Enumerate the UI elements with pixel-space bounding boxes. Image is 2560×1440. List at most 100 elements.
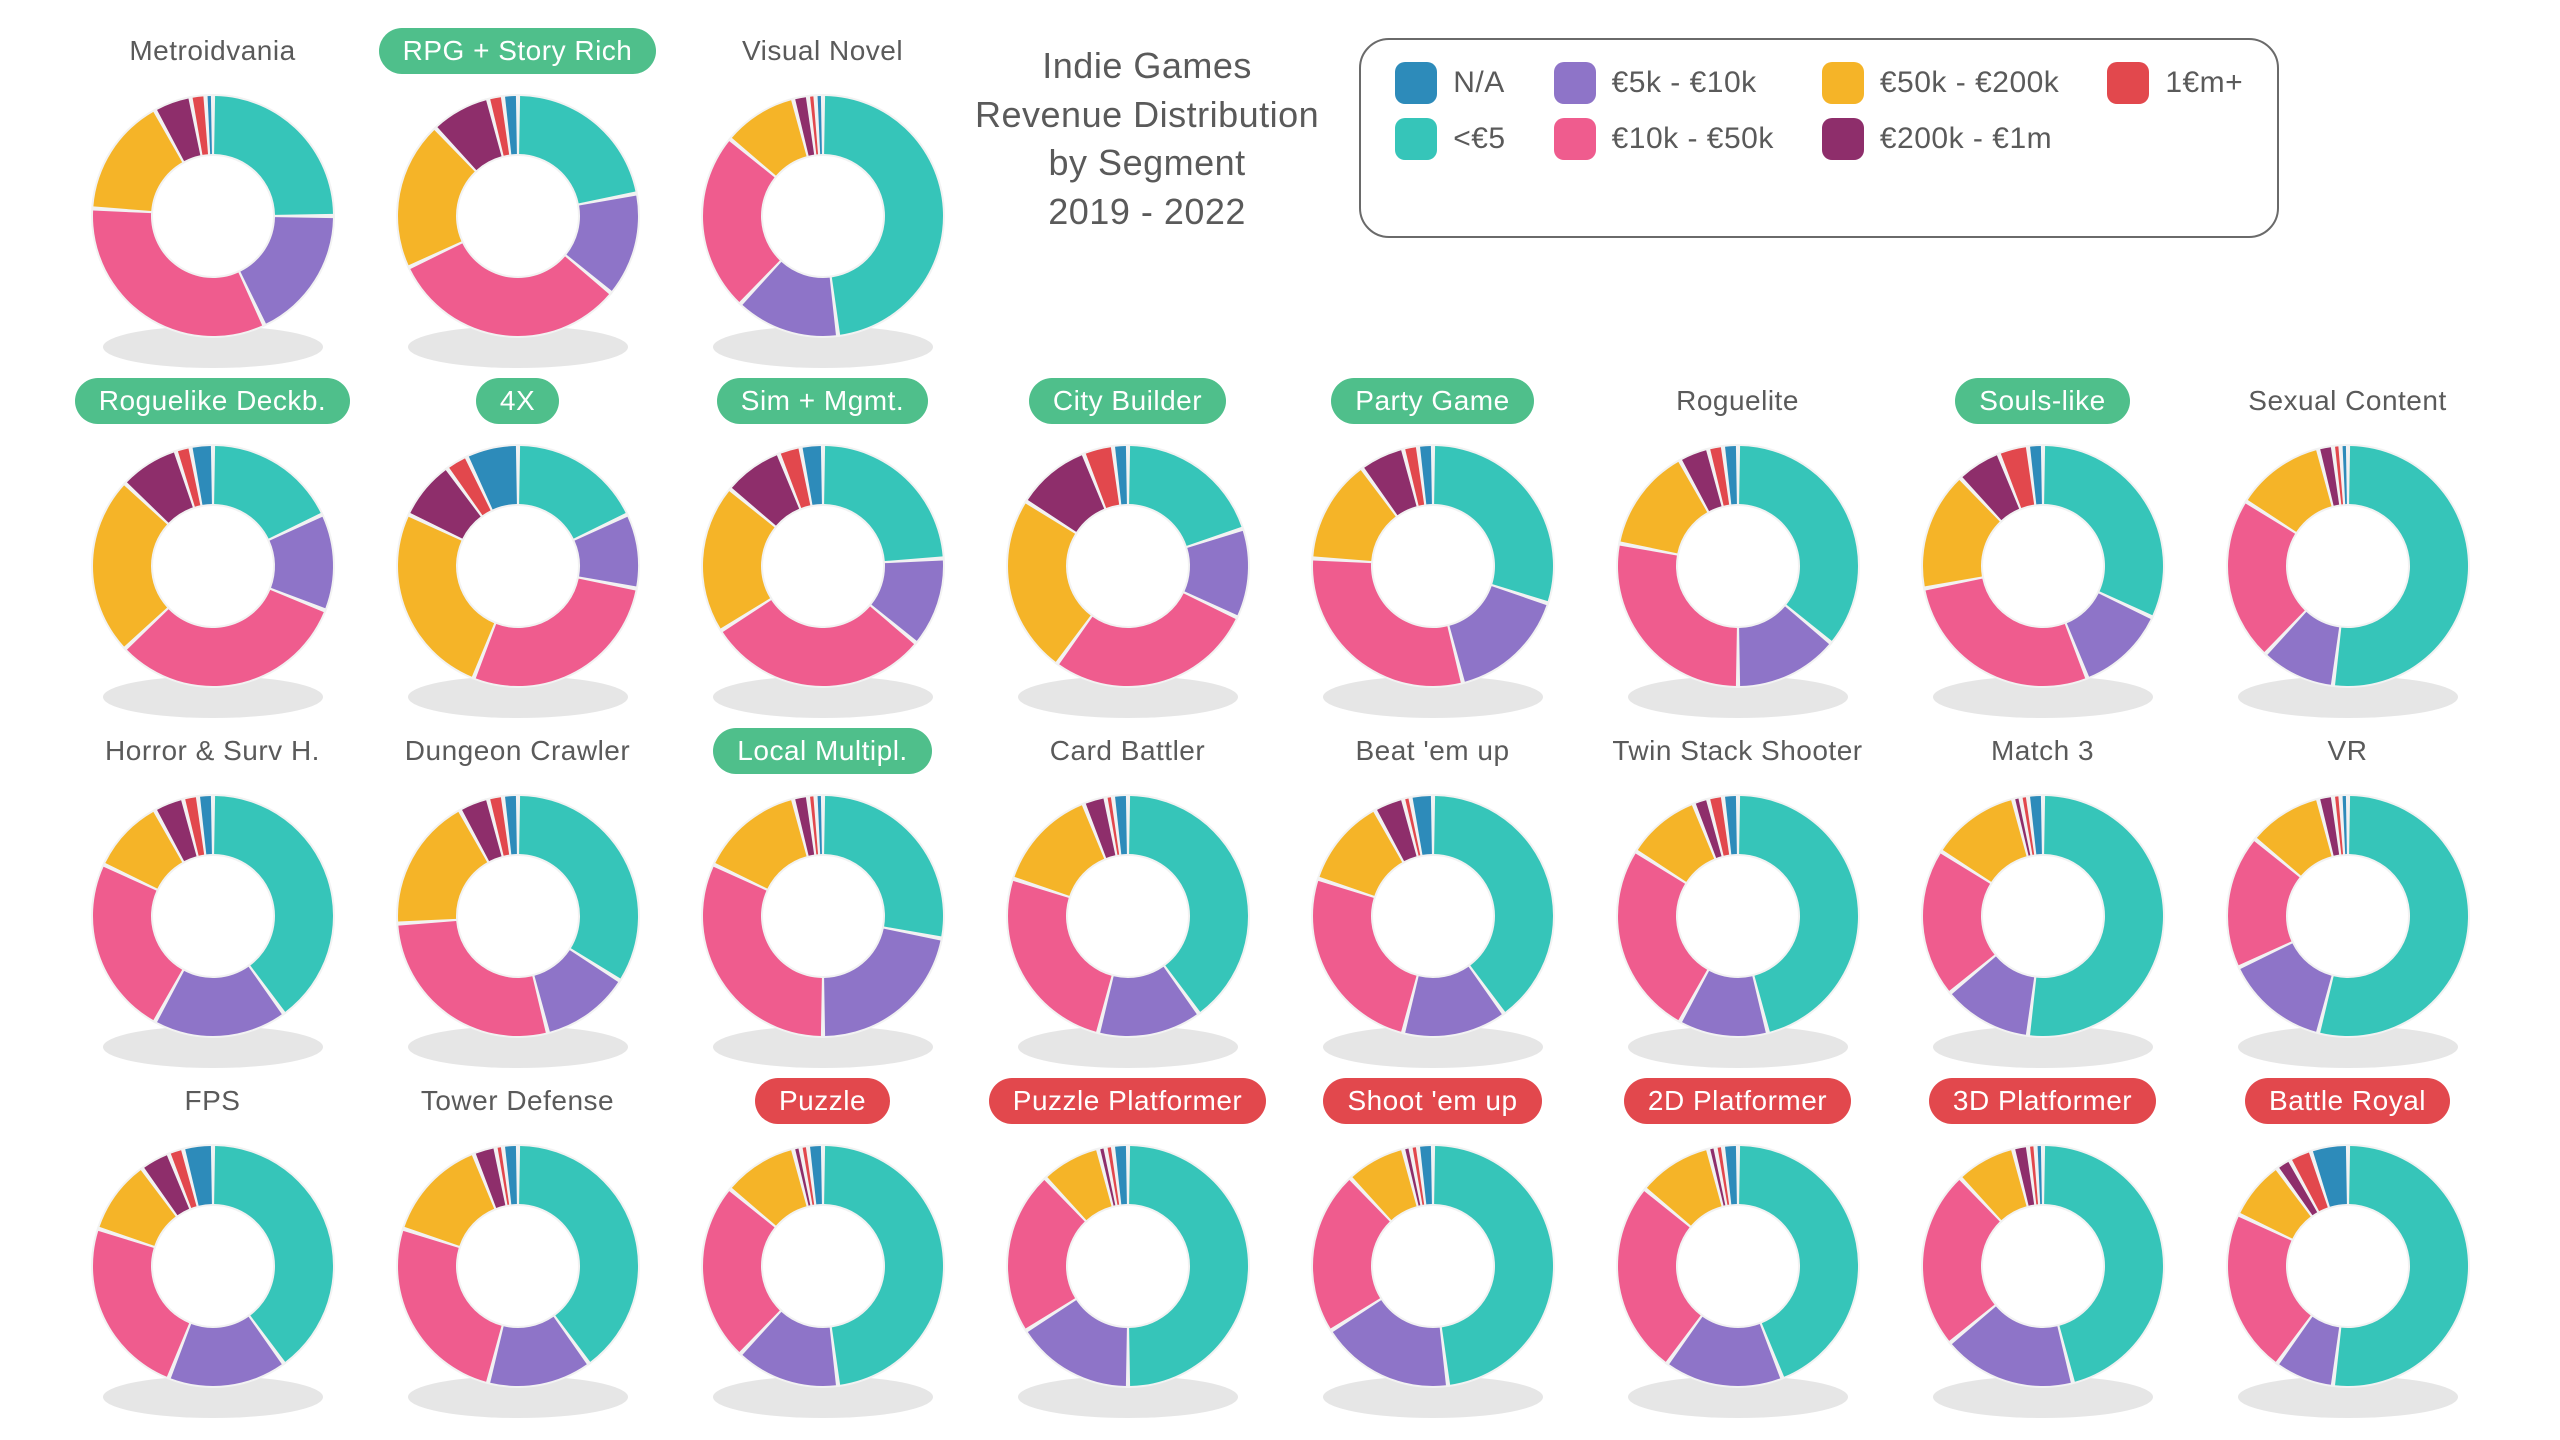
chart-label: RPG + Story Rich xyxy=(379,28,657,74)
legend-item-5_10: €5k - €10k xyxy=(1554,62,1774,104)
donut-wrap xyxy=(1303,436,1563,696)
chart-label: FPS xyxy=(177,1078,249,1124)
chart-cell: Souls-like xyxy=(1890,370,2195,720)
chart-label: Dungeon Crawler xyxy=(397,728,638,774)
donut-wrap xyxy=(693,86,953,346)
chart-label: Party Game xyxy=(1331,378,1533,424)
chart-cell: Party Game xyxy=(1280,370,1585,720)
donut-wrap xyxy=(1913,436,2173,696)
title-line: Indie Games xyxy=(975,42,1319,91)
chart-cell: City Builder xyxy=(975,370,1280,720)
chart-label: Tower Defense xyxy=(413,1078,622,1124)
legend-box: N/A<€5€5k - €10k€10k - €50k€50k - €200k€… xyxy=(1359,38,2279,238)
donut-wrap xyxy=(998,786,1258,1046)
legend-item-1m: 1€m+ xyxy=(2107,62,2243,104)
chart-cell: Battle Royal xyxy=(2195,1070,2500,1420)
legend-swatch xyxy=(1554,62,1596,104)
chart-label: VR xyxy=(2320,728,2376,774)
donut-wrap xyxy=(83,436,343,696)
donut-slice-lt5 xyxy=(1739,446,1858,641)
donut-slice-50_200 xyxy=(398,516,494,676)
chart-cell: Sexual Content xyxy=(2195,370,2500,720)
chart-label: Card Battler xyxy=(1042,728,1213,774)
donut-slice-10_50 xyxy=(1313,560,1461,685)
legend-swatch xyxy=(1395,62,1437,104)
donut-wrap xyxy=(1608,786,1868,1046)
chart-cell: Puzzle Platformer xyxy=(975,1070,1280,1420)
donut-wrap xyxy=(1303,1136,1563,1396)
page-root: MetroidvaniaRPG + Story RichVisual Novel… xyxy=(0,0,2560,1440)
donut-slice-lt5 xyxy=(824,446,943,561)
donut-wrap xyxy=(2218,436,2478,696)
legend-label: N/A xyxy=(1453,66,1505,100)
chart-label: Visual Novel xyxy=(734,28,911,74)
donut-slice-10_50 xyxy=(398,1231,502,1382)
donut-wrap xyxy=(388,786,648,1046)
donut-slice-10_50 xyxy=(92,210,261,335)
donut-slice-lt5 xyxy=(2030,796,2163,1036)
title-line: 2019 - 2022 xyxy=(975,188,1319,237)
legend-item-na: N/A xyxy=(1395,62,1505,104)
legend-label: €10k - €50k xyxy=(1612,122,1774,156)
chart-label: Sim + Mgmt. xyxy=(717,378,928,424)
chart-cell: VR xyxy=(2195,720,2500,1070)
donut-wrap xyxy=(1303,786,1563,1046)
page-title: Indie GamesRevenue Distributionby Segmen… xyxy=(975,38,1319,236)
chart-cell: 4X xyxy=(365,370,670,720)
donut-slice-10_50 xyxy=(1313,881,1417,1032)
donut-wrap xyxy=(1913,786,2173,1046)
legend-item-50_200: €50k - €200k xyxy=(1822,62,2059,104)
chart-cell: Roguelite xyxy=(1585,370,1890,720)
chart-label: Shoot 'em up xyxy=(1323,1078,1541,1124)
chart-label: Puzzle xyxy=(755,1078,890,1124)
donut-slice-lt5 xyxy=(2335,1146,2468,1386)
chart-label: Roguelite xyxy=(1668,378,1807,424)
donut-slice-lt5 xyxy=(2335,446,2468,686)
legend-swatch xyxy=(1554,118,1596,160)
donut-slice-lt5 xyxy=(214,96,333,215)
legend-label: €5k - €10k xyxy=(1612,66,1757,100)
chart-label: Beat 'em up xyxy=(1347,728,1517,774)
chart-cell: Puzzle xyxy=(670,1070,975,1420)
donut-slice-10_50 xyxy=(398,921,545,1036)
chart-label: Puzzle Platformer xyxy=(989,1078,1266,1124)
chart-label: Battle Royal xyxy=(2245,1078,2450,1124)
donut-slice-10_50 xyxy=(475,578,635,685)
legend-label: €50k - €200k xyxy=(1880,66,2059,100)
chart-cell: 2D Platformer xyxy=(1585,1070,1890,1420)
legend-item-lt5: <€5 xyxy=(1395,118,1505,160)
chart-cell: Match 3 xyxy=(1890,720,2195,1070)
chart-cell: Visual Novel xyxy=(670,20,975,370)
chart-cell: Sim + Mgmt. xyxy=(670,370,975,720)
donut-wrap xyxy=(693,1136,953,1396)
chart-cell: Card Battler xyxy=(975,720,1280,1070)
donut-wrap xyxy=(1608,1136,1868,1396)
chart-label: 2D Platformer xyxy=(1624,1078,1851,1124)
chart-grid: MetroidvaniaRPG + Story RichVisual Novel… xyxy=(60,20,2500,1420)
title-line: Revenue Distribution xyxy=(975,91,1319,140)
chart-label: Local Multipl. xyxy=(713,728,931,774)
donut-slice-10_50 xyxy=(1008,881,1112,1032)
donut-slice-10_50 xyxy=(93,1231,189,1377)
chart-cell: Shoot 'em up xyxy=(1280,1070,1585,1420)
chart-cell: RPG + Story Rich xyxy=(365,20,670,370)
legend-item-10_50: €10k - €50k xyxy=(1554,118,1774,160)
chart-cell: FPS xyxy=(60,1070,365,1420)
chart-label: Horror & Surv H. xyxy=(97,728,328,774)
legend-swatch xyxy=(1822,118,1864,160)
donut-slice-10_50 xyxy=(1925,578,2085,685)
donut-slice-lt5 xyxy=(1129,446,1241,546)
legend-swatch xyxy=(1395,118,1437,160)
donut-slice-lt5 xyxy=(519,796,638,979)
donut-slice-lt5 xyxy=(2044,446,2163,615)
chart-label: City Builder xyxy=(1029,378,1226,424)
legend-label: <€5 xyxy=(1453,122,1505,156)
chart-label: Twin Stack Shooter xyxy=(1604,728,1870,774)
chart-cell: Local Multipl. xyxy=(670,720,975,1070)
chart-cell: Horror & Surv H. xyxy=(60,720,365,1070)
chart-cell: Beat 'em up xyxy=(1280,720,1585,1070)
chart-cell: Tower Defense xyxy=(365,1070,670,1420)
donut-wrap xyxy=(2218,1136,2478,1396)
chart-cell: 3D Platformer xyxy=(1890,1070,2195,1420)
donut-wrap xyxy=(693,786,953,1046)
